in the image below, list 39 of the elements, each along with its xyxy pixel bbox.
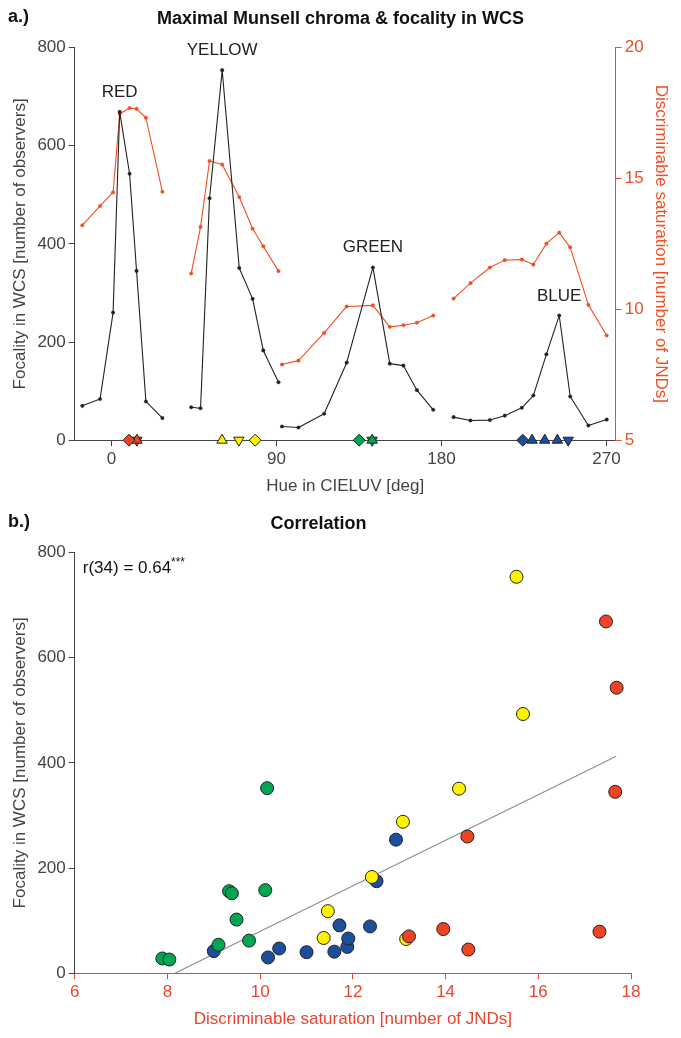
- y2-tick-label: 15: [624, 168, 644, 188]
- y-axis-title: Focality in WCS [number of observers]: [9, 98, 29, 390]
- text: b.): [8, 511, 30, 531]
- y-tick-label: 200: [37, 331, 66, 351]
- x-tick-label: 8: [162, 982, 173, 1002]
- y-axis-title: Focality in WCS [number of observers]: [9, 617, 29, 909]
- y-tick-label: 0: [56, 962, 66, 982]
- y-tick-label: 200: [37, 857, 66, 877]
- x-tick-label: 90: [267, 449, 286, 469]
- y2-axis-title: Discriminable saturation [number of JNDs]: [652, 84, 672, 404]
- x-tick-label: 16: [528, 982, 548, 1002]
- x-tick-label: 270: [592, 449, 621, 469]
- x-tick-label: 10: [250, 982, 270, 1002]
- text: a.): [8, 6, 30, 26]
- y-tick-label: 800: [37, 542, 66, 562]
- y-tick-label: 0: [56, 429, 66, 449]
- y2-tick-label: 5: [624, 429, 635, 449]
- chart-title: Maximal Munsell chroma & focality in WCS: [156, 7, 525, 28]
- y-tick-label: 400: [37, 752, 66, 772]
- x-tick-label: 18: [621, 982, 641, 1002]
- y-tick-label: 400: [37, 233, 66, 253]
- series-label: RED: [101, 81, 138, 101]
- y2-tick-label: 10: [624, 299, 644, 319]
- annotation: r(34) = 0.64***: [82, 554, 186, 577]
- x-tick-label: 0: [106, 449, 117, 469]
- x-axis-title: Hue in CIELUV [deg]: [266, 476, 425, 496]
- series-label: YELLOW: [186, 40, 258, 60]
- x-tick-label: 180: [427, 449, 456, 469]
- series-label: BLUE: [537, 285, 582, 305]
- chart-title: Correlation: [270, 512, 367, 533]
- x-axis-title: Discriminable saturation [number of JNDs]: [193, 1009, 513, 1029]
- y-tick-label: 600: [37, 647, 66, 667]
- series-label: GREEN: [342, 237, 404, 257]
- x-tick-label: 12: [343, 982, 363, 1002]
- x-tick-label: 6: [70, 982, 80, 1002]
- y-tick-label: 800: [37, 37, 66, 57]
- y2-tick-label: 20: [624, 37, 644, 57]
- x-tick-label: 14: [436, 982, 456, 1002]
- y-tick-label: 600: [37, 135, 66, 155]
